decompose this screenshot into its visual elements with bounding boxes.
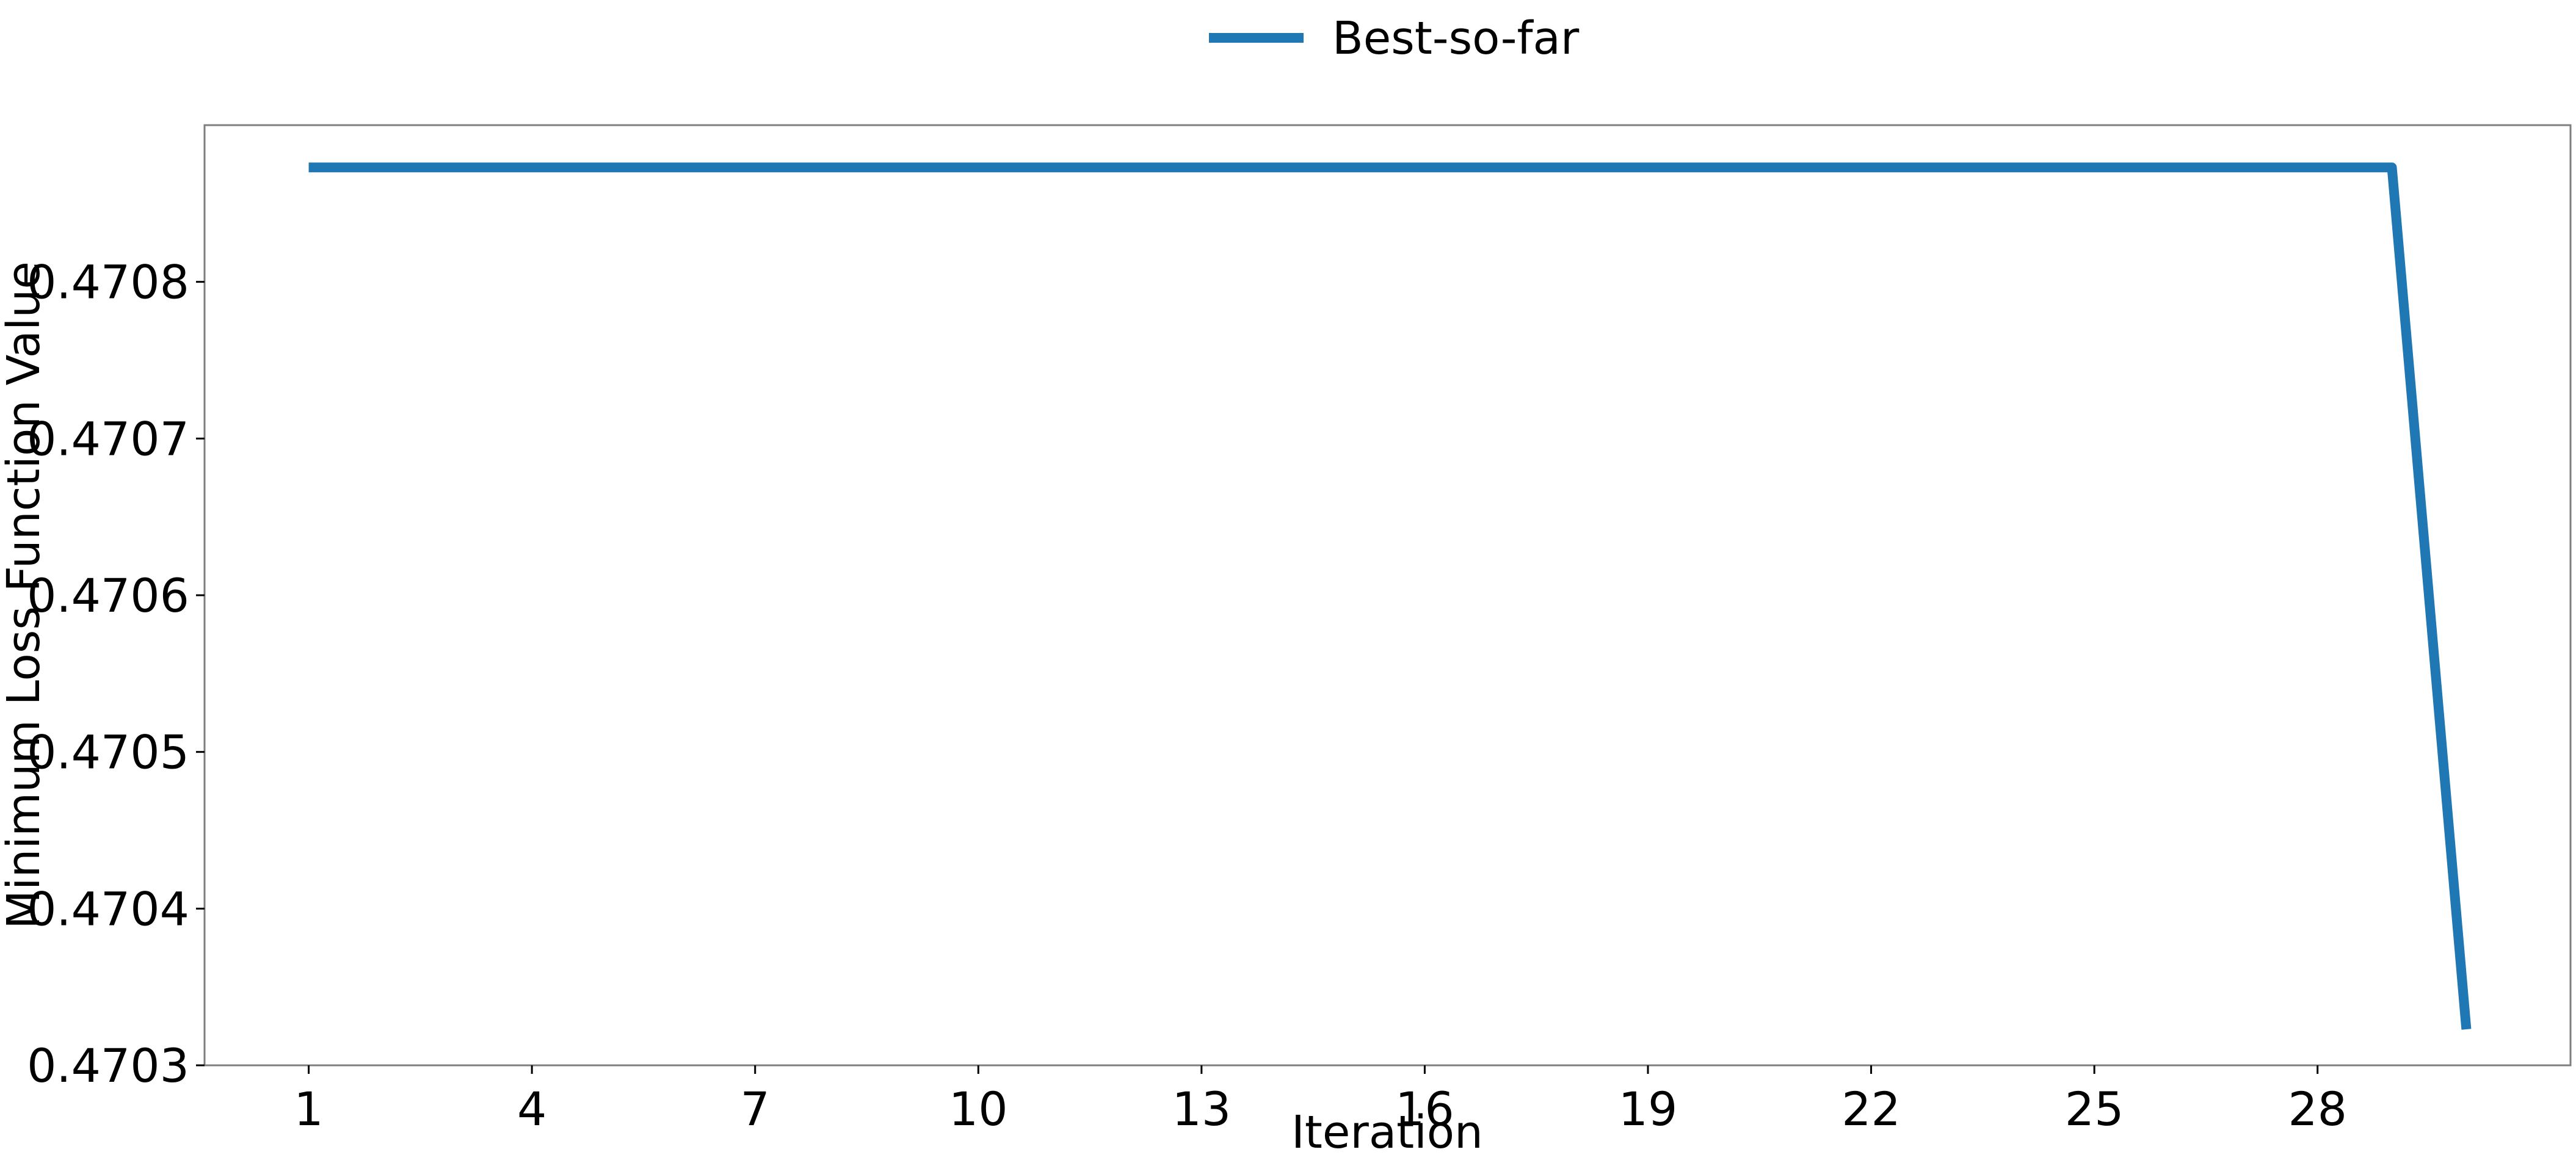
data-point	[750, 162, 760, 172]
x-tick-label: 4	[517, 1082, 546, 1136]
data-point	[2089, 162, 2099, 172]
data-point	[1643, 162, 1653, 172]
data-point	[1867, 162, 1876, 172]
x-tick-label: 10	[949, 1082, 1008, 1136]
data-point	[676, 162, 686, 172]
plot-frame	[203, 124, 2572, 1067]
data-point	[2164, 162, 2174, 172]
data-point	[1718, 162, 1727, 172]
plot-area	[304, 162, 2472, 1034]
data-point	[452, 162, 462, 172]
x-tick-label: 25	[2065, 1082, 2124, 1136]
x-axis-label: Iteration	[1291, 1106, 1483, 1159]
data-point	[2313, 162, 2323, 172]
data-point	[1048, 162, 1058, 172]
x-tick-label: 28	[2288, 1082, 2347, 1136]
data-point	[1494, 162, 1504, 172]
y-tick-label: 0.4705	[27, 725, 189, 780]
data-point	[825, 162, 835, 172]
data-point	[1122, 162, 1132, 172]
data-point	[1197, 162, 1206, 172]
y-tick-label: 0.4704	[27, 882, 189, 936]
data-point	[2387, 162, 2397, 172]
y-axis: 0.4703 0.4704 0.4705 0.4706 0.4707 0.4708	[27, 255, 205, 1093]
data-point	[1792, 162, 1802, 172]
data-point	[2461, 1024, 2471, 1034]
data-point	[304, 162, 314, 172]
x-tick-label: 7	[741, 1082, 770, 1136]
data-point	[1420, 162, 1429, 172]
data-point	[2015, 162, 2025, 172]
y-tick-label: 0.4703	[27, 1038, 189, 1093]
data-point	[378, 162, 388, 172]
x-tick-label: 13	[1172, 1082, 1232, 1136]
legend-label-best-so-far: Best-so-far	[1332, 12, 1580, 65]
data-point	[1271, 162, 1281, 172]
data-point	[2238, 162, 2248, 172]
data-point	[899, 162, 909, 172]
y-tick-label: 0.4706	[27, 568, 189, 623]
y-tick-label: 0.4708	[27, 255, 189, 310]
x-tick-label: 1	[294, 1082, 323, 1136]
y-axis-label: Minimum Loss Function Value	[0, 261, 50, 929]
data-point	[601, 162, 611, 172]
x-tick-label: 22	[1841, 1082, 1901, 1136]
data-point	[973, 162, 983, 172]
x-tick-label: 19	[1619, 1082, 1678, 1136]
x-axis: 1 4 7 10 13 16 19 22 25 28	[294, 1065, 2347, 1136]
series-line-best-so-far	[308, 162, 2472, 1030]
data-point	[527, 162, 537, 172]
x-tick-label: 16	[1395, 1082, 1454, 1136]
data-point	[1940, 162, 1950, 172]
data-point	[1569, 162, 1578, 172]
legend: Best-so-far	[1209, 12, 1580, 65]
y-tick-label: 0.4707	[27, 411, 189, 466]
data-point	[1346, 162, 1355, 172]
